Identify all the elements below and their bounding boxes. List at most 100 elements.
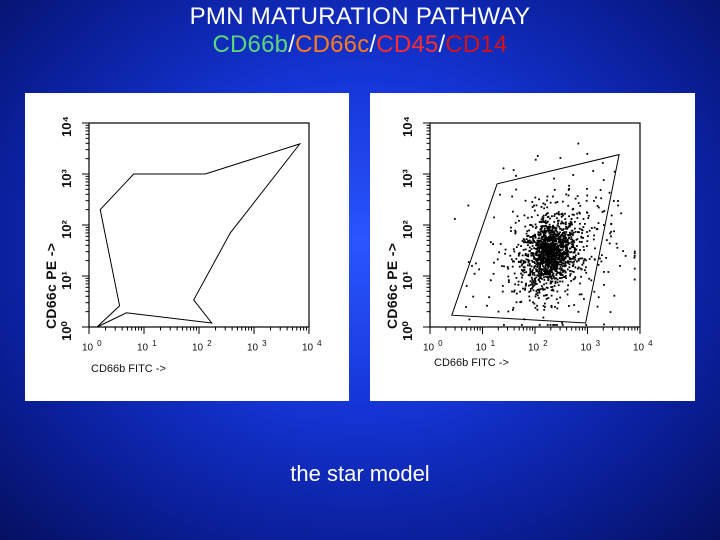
event-point	[540, 247, 543, 250]
event-point	[529, 287, 532, 290]
event-point	[582, 245, 585, 248]
event-point	[552, 267, 555, 269]
event-point	[542, 254, 545, 257]
event-point	[557, 224, 559, 227]
event-point	[535, 263, 538, 266]
event-point	[565, 245, 567, 247]
event-point	[559, 245, 562, 247]
event-point	[586, 211, 589, 214]
event-point	[557, 261, 560, 264]
event-point	[580, 228, 583, 231]
event-point	[543, 266, 546, 269]
event-point	[542, 217, 545, 220]
event-point	[533, 209, 536, 212]
event-point	[543, 225, 546, 227]
event-point	[552, 262, 555, 264]
event-point	[550, 242, 552, 245]
event-point	[576, 260, 578, 263]
event-point	[549, 239, 552, 241]
event-point	[592, 170, 595, 172]
event-point	[515, 188, 518, 191]
event-point	[499, 242, 502, 245]
event-point	[574, 254, 577, 257]
event-point	[551, 236, 554, 238]
event-point	[511, 290, 513, 293]
event-point	[512, 307, 515, 309]
event-point	[563, 258, 566, 260]
event-point	[559, 231, 561, 234]
event-point	[544, 264, 547, 267]
event-point	[541, 231, 544, 234]
event-point	[565, 241, 568, 244]
event-point	[529, 249, 531, 252]
event-point	[557, 253, 560, 255]
event-point	[551, 233, 554, 236]
event-point	[550, 306, 553, 309]
event-point	[530, 270, 533, 273]
event-point	[554, 238, 557, 240]
event-point	[602, 179, 605, 181]
event-point	[567, 236, 570, 239]
event-point	[534, 158, 537, 161]
event-point	[558, 239, 560, 242]
event-point	[521, 240, 524, 242]
event-point	[529, 236, 532, 239]
event-point	[536, 243, 539, 246]
event-point	[533, 258, 536, 260]
event-point	[562, 237, 565, 240]
event-point	[478, 268, 480, 271]
event-point	[580, 235, 583, 238]
event-point	[540, 271, 543, 274]
event-point	[563, 253, 566, 256]
event-point	[542, 251, 545, 254]
event-point	[601, 161, 604, 164]
event-point	[543, 235, 546, 238]
event-point	[599, 189, 602, 191]
event-point	[559, 227, 561, 230]
event-point	[493, 216, 496, 219]
event-point	[549, 217, 551, 220]
event-point	[534, 265, 537, 268]
event-point	[555, 227, 558, 230]
event-point	[568, 222, 571, 225]
event-point	[563, 264, 566, 267]
event-point	[543, 229, 546, 232]
event-point	[534, 282, 537, 285]
event-point	[539, 267, 541, 270]
event-point	[511, 265, 514, 268]
event-point	[543, 294, 545, 297]
event-point	[566, 244, 569, 247]
event-point	[582, 236, 584, 239]
event-point	[548, 223, 551, 226]
event-point	[552, 276, 555, 279]
event-point	[528, 239, 531, 242]
event-point	[561, 280, 564, 283]
event-point	[593, 226, 596, 229]
event-point	[539, 253, 542, 256]
event-point	[535, 290, 538, 293]
event-point	[577, 253, 580, 256]
event-point	[524, 261, 527, 263]
x-tick-exponent: 4	[317, 339, 322, 348]
event-point	[512, 248, 515, 251]
event-point	[554, 258, 556, 261]
event-point	[541, 287, 544, 290]
event-point	[551, 271, 553, 274]
event-point	[610, 230, 613, 233]
event-point	[545, 243, 547, 246]
event-point	[571, 246, 573, 248]
event-point	[553, 305, 556, 308]
event-point	[531, 242, 534, 244]
event-point	[515, 246, 518, 249]
event-point	[555, 212, 558, 215]
event-point	[547, 262, 550, 265]
event-point	[574, 230, 577, 233]
event-point	[533, 247, 536, 250]
gate-polygon	[96, 142, 302, 328]
event-point	[573, 304, 576, 306]
event-point	[538, 247, 541, 250]
event-point	[528, 246, 531, 249]
event-point	[575, 248, 578, 251]
event-point	[531, 283, 534, 286]
plot-panel-left: 10 0 10 1 10 2 10 3 10 4 10⁰ 10¹ 10² 10³ 10⁴ CD66c PE -…	[25, 93, 349, 401]
